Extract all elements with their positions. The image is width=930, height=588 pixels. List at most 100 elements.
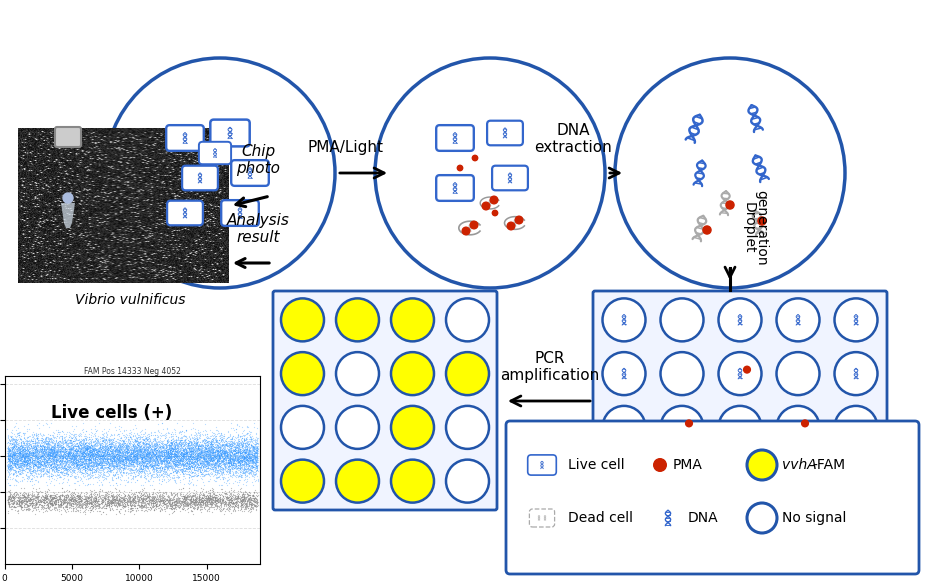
Point	[53, 472, 68, 482]
Point	[39, 494, 54, 503]
Point	[172, 458, 187, 467]
Point	[88, 449, 103, 458]
Point	[46, 475, 61, 484]
Point	[11, 468, 26, 477]
Point	[222, 453, 237, 462]
Point	[231, 463, 246, 473]
Point	[178, 454, 193, 463]
Point	[92, 458, 107, 467]
Point	[58, 455, 73, 464]
Point	[68, 458, 83, 467]
Point	[17, 457, 32, 466]
Point	[223, 498, 238, 507]
Point	[43, 490, 58, 500]
Point	[60, 503, 74, 512]
Point	[227, 449, 242, 459]
Point	[224, 498, 239, 507]
Point	[181, 452, 196, 461]
Point	[201, 457, 216, 467]
Point	[80, 460, 95, 469]
Point	[47, 497, 62, 507]
Point	[152, 445, 166, 455]
Point	[86, 455, 100, 464]
Point	[139, 442, 153, 451]
Point	[200, 457, 215, 467]
Point	[154, 450, 169, 459]
Point	[155, 430, 170, 440]
Point	[103, 439, 118, 448]
Point	[95, 446, 110, 456]
Point	[206, 447, 220, 456]
Point	[2, 455, 17, 464]
Point	[193, 446, 208, 455]
Point	[180, 449, 195, 459]
Point	[166, 491, 181, 500]
Point	[198, 445, 213, 454]
Point	[93, 499, 108, 508]
FancyBboxPatch shape	[199, 142, 231, 164]
Point	[184, 437, 199, 446]
Point	[112, 452, 126, 461]
Point	[32, 487, 46, 497]
Point	[244, 461, 259, 470]
Point	[180, 452, 195, 461]
Point	[22, 473, 37, 482]
Point	[119, 491, 134, 500]
Point	[50, 498, 65, 507]
Point	[20, 451, 34, 460]
Point	[23, 442, 38, 452]
Point	[138, 500, 153, 510]
Point	[46, 446, 61, 455]
Point	[209, 495, 224, 505]
Point	[96, 451, 111, 460]
Point	[232, 458, 247, 467]
Point	[238, 462, 253, 471]
Point	[29, 441, 44, 450]
Point	[73, 497, 87, 506]
Point	[188, 452, 203, 461]
Point	[73, 489, 88, 498]
Point	[89, 444, 104, 453]
Point	[113, 496, 127, 506]
Point	[153, 495, 168, 505]
Point	[136, 490, 151, 500]
Point	[115, 493, 130, 502]
Point	[38, 448, 53, 457]
Point	[44, 499, 59, 509]
Point	[130, 432, 145, 442]
Point	[33, 459, 48, 469]
Point	[215, 447, 230, 457]
Point	[85, 497, 100, 507]
Point	[27, 444, 42, 453]
Point	[81, 449, 96, 459]
Point	[130, 440, 145, 450]
Point	[123, 501, 138, 510]
Point	[63, 453, 78, 463]
Point	[163, 500, 178, 510]
Point	[112, 452, 126, 462]
Point	[23, 495, 38, 505]
Point	[209, 440, 224, 449]
Point	[6, 434, 20, 443]
Point	[192, 431, 206, 440]
Point	[132, 489, 147, 498]
Point	[156, 453, 171, 463]
Point	[44, 461, 59, 470]
Point	[166, 455, 180, 464]
Point	[142, 456, 157, 465]
Point	[101, 477, 116, 486]
Point	[147, 460, 162, 469]
Point	[9, 456, 24, 466]
Point	[203, 460, 218, 470]
Circle shape	[744, 366, 751, 373]
Point	[100, 454, 115, 463]
Point	[73, 467, 87, 476]
Point	[224, 442, 239, 451]
Point	[211, 495, 226, 504]
Point	[115, 458, 130, 467]
Point	[191, 453, 206, 463]
Point	[118, 440, 133, 450]
Point	[19, 457, 33, 467]
Point	[159, 450, 174, 460]
Point	[32, 465, 46, 475]
